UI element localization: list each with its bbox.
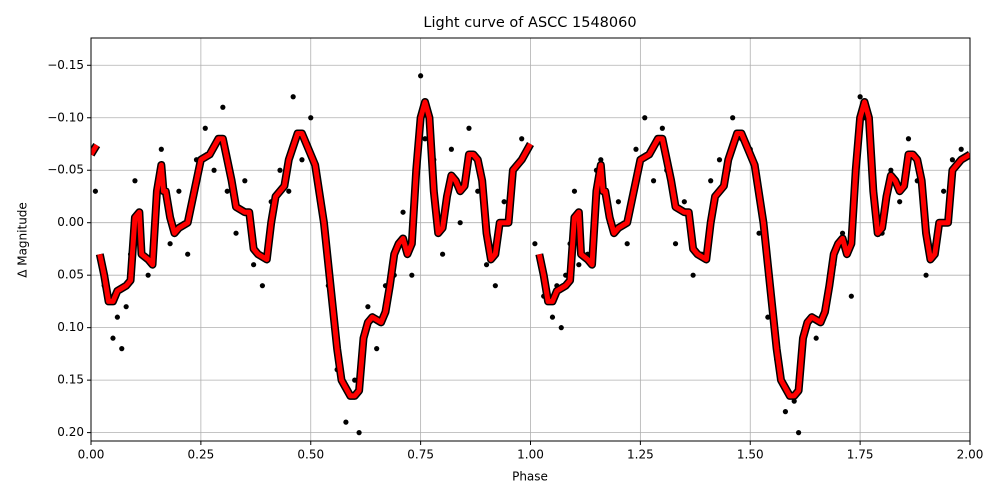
x-tick-label: 0.50: [297, 448, 324, 462]
x-tick-label: 0.75: [407, 448, 434, 462]
data-point: [277, 167, 283, 173]
data-point: [549, 314, 556, 320]
model-line: [91, 99, 970, 399]
data-point: [242, 178, 248, 184]
data-point: [690, 272, 696, 278]
y-tick-label: 0.10: [57, 320, 84, 334]
data-point: [409, 272, 415, 278]
data-point: [483, 262, 490, 268]
y-tick-label: −0.05: [47, 163, 84, 177]
data-point: [681, 199, 687, 205]
x-tick-label: 1.50: [737, 448, 764, 462]
data-point: [224, 188, 230, 194]
data-point: [356, 430, 362, 436]
data-point: [813, 335, 819, 341]
y-tick-label: 0.20: [57, 425, 84, 439]
data-point: [202, 125, 208, 131]
data-point: [211, 167, 217, 173]
x-tick-label: 0.25: [188, 448, 215, 462]
data-point: [448, 146, 454, 152]
x-tick-label: 2.00: [957, 448, 984, 462]
data-point: [422, 136, 428, 142]
data-point: [251, 262, 257, 268]
data-point: [519, 136, 525, 142]
data-point: [259, 283, 266, 289]
data-point: [290, 94, 296, 100]
data-point: [457, 220, 463, 226]
data-point: [624, 241, 630, 247]
data-point: [145, 272, 151, 278]
data-point: [756, 230, 762, 236]
data-point: [642, 115, 648, 121]
data-point: [857, 94, 863, 100]
data-point: [958, 146, 964, 152]
data-point: [365, 304, 371, 310]
data-point: [765, 314, 771, 320]
data-point: [158, 146, 164, 152]
data-point: [782, 409, 789, 415]
data-point: [466, 125, 472, 131]
data-point: [659, 125, 665, 131]
data-point: [839, 230, 846, 236]
data-point: [905, 136, 912, 142]
y-tick-label: 0.05: [57, 268, 84, 282]
data-point: [923, 272, 929, 278]
plot-area: [91, 73, 970, 436]
data-point: [119, 346, 125, 352]
data-point: [532, 241, 538, 247]
data-point: [123, 304, 129, 310]
x-axis-label: Phase: [512, 470, 548, 484]
data-point: [941, 188, 947, 194]
data-point: [110, 335, 116, 341]
data-point: [374, 346, 380, 352]
data-point: [598, 157, 604, 163]
data-point: [897, 199, 903, 205]
data-point: [949, 157, 956, 163]
data-point: [795, 430, 802, 436]
data-point: [501, 199, 507, 205]
data-point: [576, 262, 582, 268]
chart-title: Light curve of ASCC 1548060: [423, 15, 636, 31]
x-tick-label: 0.00: [78, 448, 105, 462]
data-point: [615, 199, 622, 205]
data-point: [286, 188, 292, 194]
x-tick-label: 1.75: [847, 448, 874, 462]
y-tick-label: 0.00: [57, 215, 84, 229]
data-point: [730, 115, 736, 121]
data-point: [114, 314, 120, 320]
data-point: [571, 188, 578, 194]
data-point: [400, 209, 406, 215]
data-point: [167, 241, 173, 247]
x-tick-label: 1.25: [627, 448, 654, 462]
data-point: [848, 293, 854, 299]
data-point: [308, 115, 314, 121]
data-point: [492, 283, 498, 289]
data-point: [650, 178, 657, 184]
y-tick-label: 0.15: [57, 373, 84, 387]
data-point: [233, 230, 239, 236]
x-tick-label: 1.00: [517, 448, 544, 462]
data-point: [716, 157, 723, 163]
data-point: [888, 167, 894, 173]
y-axis-label: Δ Magnitude: [16, 202, 30, 278]
y-tick-label: −0.15: [47, 58, 84, 72]
y-tick-label: −0.10: [47, 110, 84, 124]
data-point: [672, 241, 679, 247]
data-point: [220, 104, 226, 110]
data-point: [440, 251, 446, 257]
data-point: [92, 188, 98, 194]
data-point: [558, 325, 564, 331]
data-point: [343, 419, 349, 425]
data-point: [708, 178, 714, 184]
data-point: [176, 188, 182, 194]
data-point: [418, 73, 424, 79]
data-point: [132, 178, 138, 184]
plot-frame: [90, 37, 971, 442]
data-point: [299, 157, 305, 163]
data-point: [633, 146, 639, 152]
data-point: [185, 251, 191, 257]
